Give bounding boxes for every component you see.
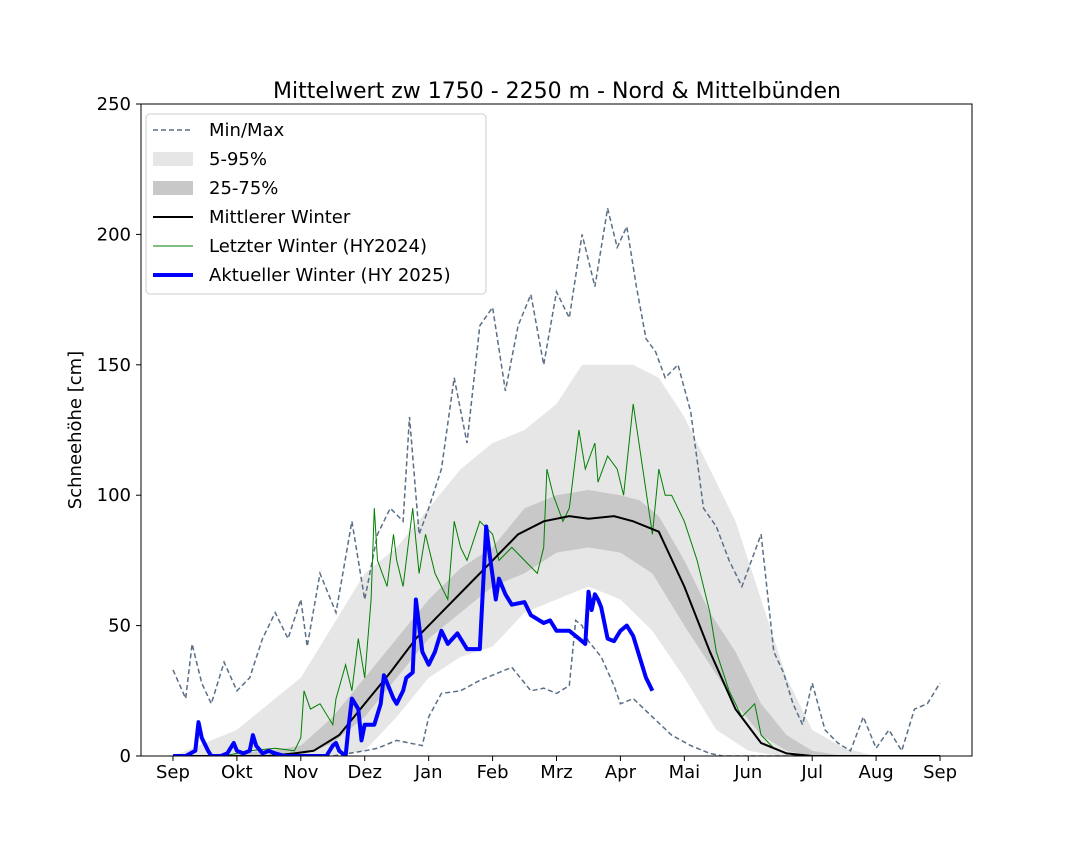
legend-label: 25-75% [209,178,278,199]
y-tick-label: 100 [97,485,131,506]
band-5-95 [173,364,940,756]
y-tick-label: 250 [97,94,131,115]
y-tick-label: 0 [120,746,131,767]
max-line [172,208,941,753]
legend-swatch-25-75 [153,181,193,195]
min-line [173,618,940,756]
x-tick-label: Jul [800,762,823,783]
x-tick-label: Aug [859,762,894,783]
mean-winter-line [173,515,940,756]
legend-label: Aktueller Winter (HY 2025) [209,265,451,286]
plot-area [172,208,941,756]
legend-label: Letzter Winter (HY2024) [209,236,427,257]
x-tick-label: Dez [348,762,382,783]
legend-label: 5-95% [209,149,267,170]
series-group [172,208,941,756]
legend: Min/Max 5-95% 25-75% Mittlerer Winter Letzte… [145,113,487,295]
x-tick-label: Apr [605,762,637,783]
y-axis-label: Schneehöhe [cm] [65,351,86,509]
legend-label: Mittlerer Winter [209,207,351,228]
x-tick-label: Sep [156,762,190,783]
x-tick-label: Nov [283,762,318,783]
x-tick-label: Jun [733,762,762,783]
y-axis: 0 50 100 150 200 250 [97,94,141,767]
legend-box [145,113,487,295]
y-tick-label: 50 [108,616,131,637]
last-winter-line [173,403,940,756]
y-tick-label: 200 [97,224,131,245]
legend-swatch-5-95 [153,152,193,166]
x-tick-label: Mai [669,762,701,783]
x-tick-label: Sep [923,762,957,783]
band-25-75 [173,490,940,756]
x-axis: Sep Okt Nov Dez Jan Feb Mrz Apr Mai Jun Jul Aug Sep [156,756,957,783]
x-tick-label: Mrz [540,762,572,783]
legend-label: Min/Max [209,120,285,141]
y-tick-label: 150 [97,355,131,376]
x-tick-label: Okt [221,762,253,783]
x-tick-label: Feb [477,762,509,783]
x-tick-label: Jan [414,762,443,783]
chart-title: Mittelwert zw 1750 - 2250 m - Nord & Mit… [273,79,841,104]
current-winter-line [173,524,655,756]
